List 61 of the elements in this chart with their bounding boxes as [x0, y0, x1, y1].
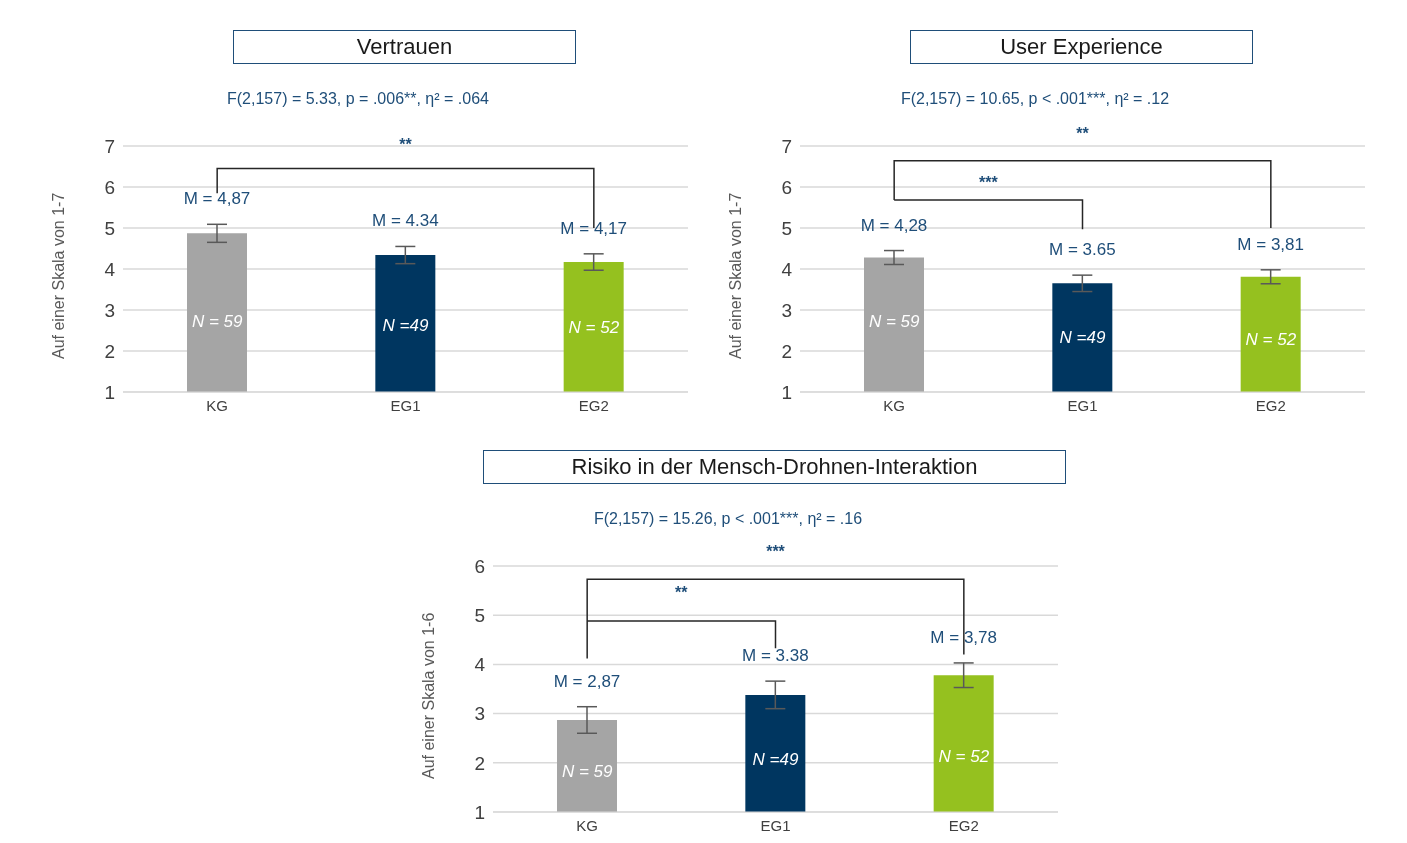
y-tick-label: 2 — [781, 340, 792, 362]
chart-title: User Experience — [910, 30, 1253, 64]
y-tick-label: 4 — [781, 258, 793, 280]
chart-subtitle: F(2,157) = 10.65, p < .001***, η² = .12 — [899, 90, 1171, 108]
x-tick-label: EG2 — [1255, 396, 1286, 414]
x-tick-label: KG — [576, 816, 599, 834]
data-label: M = 3,81 — [1237, 234, 1304, 254]
y-tick-label: 1 — [781, 381, 792, 403]
data-label: M = 3.38 — [742, 646, 809, 666]
y-tick-label: 3 — [474, 703, 485, 725]
y-tick-label: 5 — [474, 604, 485, 626]
y-tick-label: 1 — [474, 801, 485, 823]
y-tick-label: 6 — [781, 176, 792, 198]
data-label: M = 4,87 — [183, 189, 251, 209]
chart-subtitle: F(2,157) = 15.26, p < .001***, η² = .16 — [592, 510, 864, 528]
y-tick-label: 4 — [104, 258, 116, 280]
data-label: M = 3.65 — [1049, 240, 1116, 260]
text: ** — [1076, 125, 1090, 143]
annotation: N =49 — [382, 315, 429, 335]
y-tick-label: 4 — [474, 654, 486, 676]
x-tick-label: EG1 — [1067, 396, 1098, 414]
x-tick-label: KG — [883, 396, 906, 414]
annotation: ** — [399, 136, 413, 154]
y-tick-label: 6 — [104, 176, 115, 198]
x-tick-label: EG2 — [948, 816, 979, 834]
annotation: N = 52 — [938, 747, 990, 767]
y-tick-label: 7 — [781, 135, 792, 157]
y-tick-label: 1 — [104, 381, 115, 403]
data-label: M = 2,87 — [553, 671, 621, 691]
y-tick-label: 3 — [781, 299, 792, 321]
y-axis-title: Auf einer Skala von 1-7 — [49, 192, 67, 359]
y-axis-title: Auf einer Skala von 1-7 — [726, 192, 744, 359]
annotation: N = 59 — [561, 762, 613, 782]
x-tick-label: KG — [206, 396, 229, 414]
annotation: N = 59 — [191, 311, 243, 331]
x-tick-label: EG1 — [390, 396, 421, 414]
text: *** — [766, 543, 786, 561]
annotation: *** — [978, 173, 999, 191]
data-label: M = 3,78 — [930, 627, 997, 647]
y-tick-label: 5 — [781, 217, 792, 239]
annotation: N = 59 — [868, 311, 920, 331]
y-tick-label: 5 — [104, 217, 115, 239]
data-label: M = 4,17 — [560, 218, 627, 238]
x-tick-label: EG2 — [578, 396, 609, 414]
annotation: N =49 — [1059, 328, 1106, 348]
y-tick-label: 7 — [104, 135, 115, 157]
x-tick-label: EG1 — [760, 816, 791, 834]
y-tick-label: 2 — [104, 340, 115, 362]
annotation: N = 52 — [1245, 330, 1297, 350]
annotation: N = 52 — [568, 317, 620, 337]
data-label: M = 4.34 — [372, 211, 439, 231]
y-tick-label: 2 — [474, 752, 485, 774]
y-tick-label: 6 — [474, 555, 485, 577]
chart-title: Vertrauen — [233, 30, 576, 64]
chart-subtitle: F(2,157) = 5.33, p = .006**, η² = .064 — [226, 90, 490, 108]
data-label: M = 4,28 — [860, 215, 928, 235]
y-axis-title: Auf einer Skala von 1-6 — [419, 612, 437, 779]
y-tick-label: 3 — [104, 299, 115, 321]
annotation: N =49 — [752, 749, 799, 769]
chart-title: Risiko in der Mensch-Drohnen-Interaktion — [483, 450, 1066, 484]
annotation: ** — [675, 583, 689, 601]
